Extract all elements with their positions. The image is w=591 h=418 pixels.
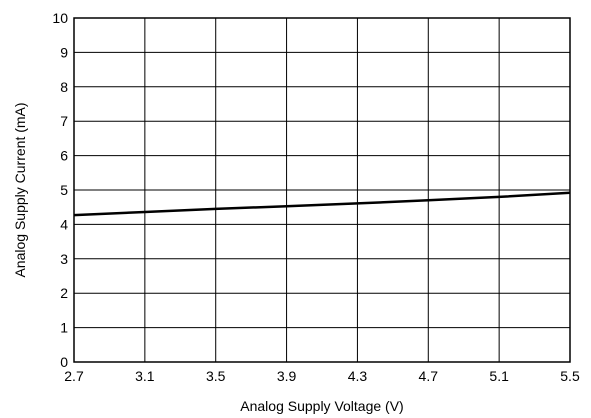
x-tick-label: 3.1 [135, 368, 155, 384]
y-tick-label: 8 [60, 79, 68, 95]
y-tick-label: 7 [60, 113, 68, 129]
y-tick-label: 6 [60, 148, 68, 164]
series-line [73, 191, 571, 217]
grid-lines [73, 17, 571, 363]
y-tick-label: 4 [60, 216, 68, 232]
y-tick-label: 1 [60, 320, 68, 336]
y-tick-label: 9 [60, 44, 68, 60]
x-tick-label: 3.5 [206, 368, 226, 384]
x-axis-ticks: 2.7 3.1 3.5 3.9 4.3 4.7 5.1 5.5 [64, 368, 580, 384]
y-tick-label: 0 [60, 354, 68, 370]
y-tick-label: 2 [60, 285, 68, 301]
x-tick-label: 5.5 [560, 368, 580, 384]
plot-area [73, 17, 571, 363]
y-axis-ticks: 0 1 2 3 4 5 6 7 8 9 10 [52, 10, 68, 370]
data-series [73, 191, 571, 217]
y-axis-label: Analog Supply Current (mA) [12, 102, 28, 277]
x-tick-label: 5.1 [489, 368, 509, 384]
x-tick-label: 4.3 [348, 368, 368, 384]
x-tick-label: 2.7 [64, 368, 84, 384]
y-tick-label: 3 [60, 251, 68, 267]
x-tick-label: 3.9 [277, 368, 297, 384]
y-tick-label: 5 [60, 182, 68, 198]
y-tick-label: 10 [52, 10, 68, 26]
x-axis-label: Analog Supply Voltage (V) [240, 398, 403, 414]
x-tick-label: 4.7 [419, 368, 439, 384]
